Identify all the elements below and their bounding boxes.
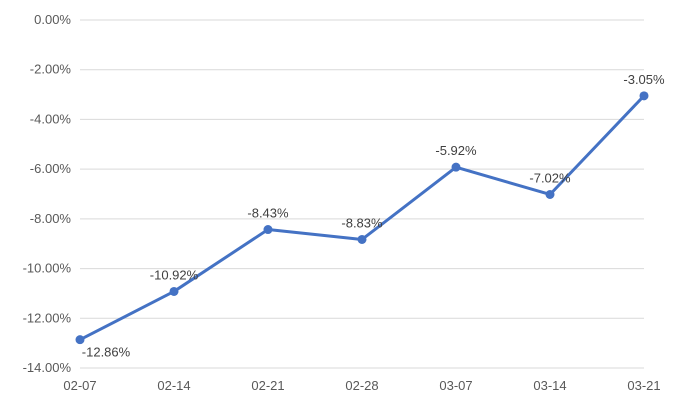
data-label: -8.83% <box>341 215 383 230</box>
gridlines <box>80 19 644 369</box>
data-label: -3.05% <box>623 72 665 87</box>
data-point <box>545 189 555 199</box>
x-tick-label: 03-14 <box>533 378 566 393</box>
data-label: -8.43% <box>247 206 289 221</box>
y-tick-label: -14.00% <box>23 360 72 375</box>
y-tick-label: -6.00% <box>30 161 72 176</box>
data-label: -12.86% <box>82 345 131 360</box>
y-tick-label: 0.00% <box>34 12 71 27</box>
x-axis-tick-labels: 02-07 02-14 02-21 02-28 03-07 03-14 03-21 <box>63 378 660 393</box>
data-point <box>169 286 179 296</box>
x-tick-label: 02-07 <box>63 378 96 393</box>
x-tick-label: 03-07 <box>439 378 472 393</box>
y-tick-label: -10.00% <box>23 261 72 276</box>
data-label: -10.92% <box>150 267 199 282</box>
y-tick-label: -12.00% <box>23 310 72 325</box>
y-axis-tick-labels: 0.00% -2.00% -4.00% -6.00% -8.00% -10.00% -12.… <box>23 12 72 375</box>
x-tick-label: 02-21 <box>251 378 284 393</box>
series-line-group <box>75 91 649 345</box>
y-tick-label: -4.00% <box>30 111 72 126</box>
x-tick-label: 02-14 <box>157 378 190 393</box>
y-tick-label: -8.00% <box>30 211 72 226</box>
data-point <box>75 335 85 345</box>
x-tick-label: 03-21 <box>627 378 660 393</box>
data-label: -5.92% <box>435 143 477 158</box>
data-point <box>451 162 461 172</box>
data-point <box>263 225 273 235</box>
data-point <box>639 91 649 101</box>
x-tick-label: 02-28 <box>345 378 378 393</box>
data-label: -7.02% <box>529 170 571 185</box>
data-point <box>357 234 367 244</box>
data-labels: -12.86% -10.92% -8.43% -8.83% -5.92% -7.02% -3… <box>82 72 665 360</box>
y-tick-label: -2.00% <box>30 62 72 77</box>
